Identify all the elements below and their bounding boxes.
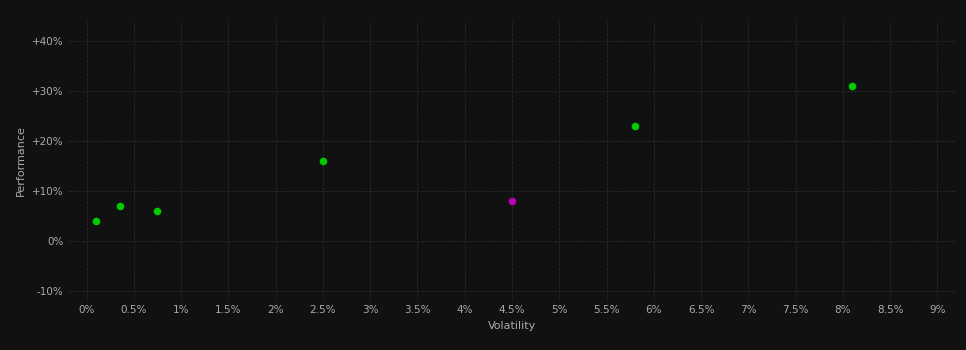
Y-axis label: Performance: Performance: [16, 126, 26, 196]
Point: [150, 208, 165, 214]
Point: [627, 123, 642, 129]
Point: [504, 198, 520, 204]
Point: [88, 218, 103, 224]
Point: [315, 158, 330, 164]
X-axis label: Volatility: Volatility: [488, 321, 536, 331]
Point: [844, 83, 860, 89]
Point: [112, 203, 128, 209]
